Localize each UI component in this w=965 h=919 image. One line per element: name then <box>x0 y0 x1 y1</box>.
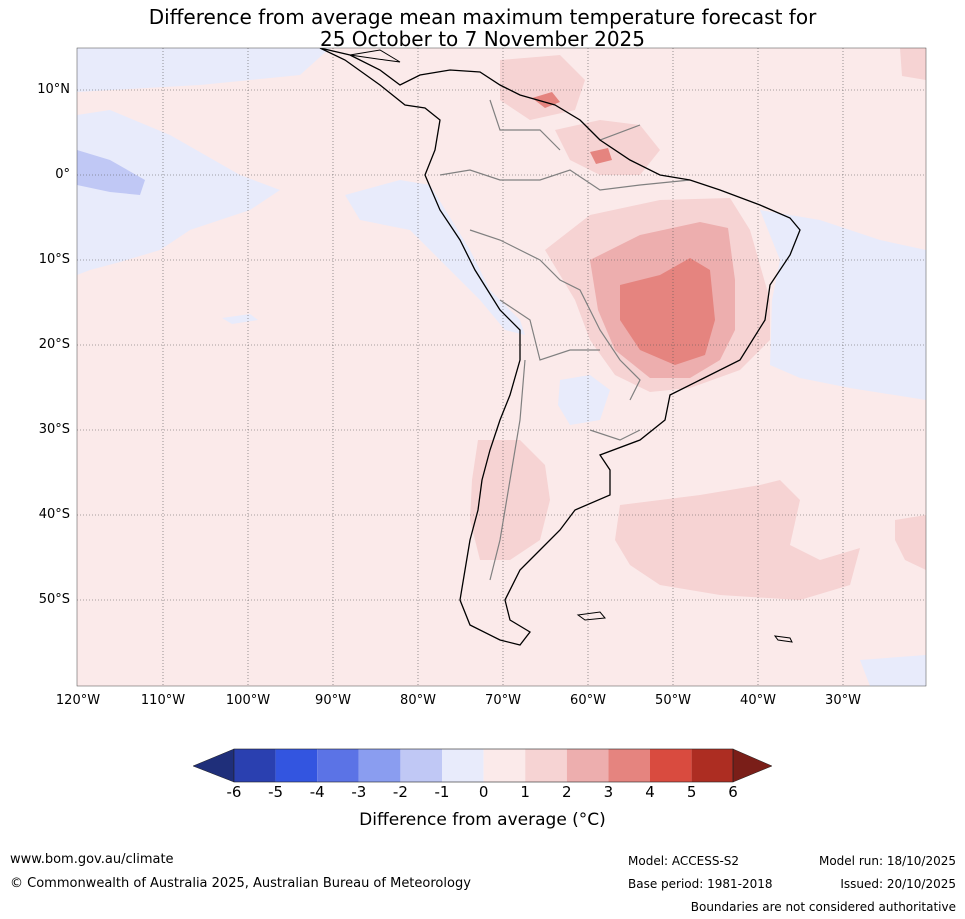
boundary-disclaimer: Boundaries are not considered authoritat… <box>690 900 956 914</box>
colorbar-tick: 4 <box>645 783 655 801</box>
colorbar <box>192 748 773 783</box>
lat-label: 30°S <box>38 422 70 437</box>
falklands <box>576 611 606 621</box>
colorbar-tick: -4 <box>309 783 325 801</box>
lat-label: 10°N <box>37 82 70 97</box>
model-run-date: Model run: 18/10/2025 <box>818 854 956 868</box>
colorbar-tick: 3 <box>603 783 614 801</box>
colorbar-high-extension <box>732 748 773 783</box>
south-america-coastline <box>319 48 801 646</box>
lon-label: 100°W <box>225 693 271 708</box>
lat-label: 50°S <box>38 592 70 607</box>
colorbar-bin <box>650 749 692 782</box>
colorbar-title: Difference from average (°C) <box>359 810 606 830</box>
colorbar-tick: 6 <box>728 783 738 801</box>
bom-url[interactable]: www.bom.gov.au/climate <box>10 852 174 867</box>
colorbar-tick: 1 <box>520 783 530 801</box>
cool-region-atlantic <box>760 210 926 400</box>
lon-label: 60°W <box>570 693 606 708</box>
colorbar-tick: -6 <box>226 783 242 801</box>
colorbar-low-extension <box>192 748 235 783</box>
copyright-notice: © Commonwealth of Australia 2025, Austra… <box>10 876 471 891</box>
model-name: Model: ACCESS-S2 <box>628 854 740 868</box>
colorbar-tick: 5 <box>686 783 697 801</box>
cool-region-south <box>860 655 926 686</box>
colorbar-tick: 2 <box>562 783 572 801</box>
warm-core-brazil-3-4 <box>620 258 715 365</box>
colorbar-bin <box>275 749 318 782</box>
colorbar-bin <box>234 749 276 782</box>
colorbar-bin <box>358 749 401 782</box>
warm-region-northeast <box>900 48 926 80</box>
colorbar-tick: -5 <box>268 783 284 801</box>
lon-label: 80°W <box>400 693 436 708</box>
map-title-line1: Difference from average mean maximum tem… <box>148 5 817 29</box>
colorbar-bin <box>483 749 526 782</box>
colorbar-tick: -1 <box>434 783 450 801</box>
lon-label: 40°W <box>740 693 776 708</box>
cool-region-argentina <box>558 375 610 425</box>
lon-label: 50°W <box>655 693 691 708</box>
lat-label: 20°S <box>38 337 70 352</box>
graticule <box>77 48 926 686</box>
lat-label: 10°S <box>38 252 70 267</box>
cool-region-pacific-core <box>77 150 145 195</box>
colorbar-tick: -2 <box>392 783 408 801</box>
lon-label: 120°W <box>55 693 101 708</box>
colorbar-bin <box>317 749 359 782</box>
colorbar-tick: 0 <box>478 783 489 801</box>
colorbar-bin <box>525 749 567 782</box>
cuba-coast <box>349 49 401 63</box>
warm-region-east <box>895 515 926 570</box>
map-frame <box>76 47 927 687</box>
colorbar-bin <box>691 749 734 782</box>
colorbar-bin <box>566 749 609 782</box>
colorbar-bin <box>400 749 442 782</box>
cool-region-equatorial-pacific <box>77 110 280 275</box>
colorbar-bin <box>442 749 484 782</box>
lon-label: 110°W <box>140 693 186 708</box>
lon-label: 30°W <box>825 693 861 708</box>
lon-label: 90°W <box>315 693 351 708</box>
lat-label: 0° <box>55 167 70 182</box>
base-period: Base period: 1981-2018 <box>628 877 773 891</box>
country-boundaries <box>439 99 691 581</box>
cool-region-peru-coast <box>345 180 525 335</box>
cool-region-east-pacific <box>77 48 330 92</box>
map-title-line2: 25 October to 7 November 2025 <box>319 27 646 51</box>
south-georgia <box>773 635 793 643</box>
cool-region-small <box>222 314 258 324</box>
warm-region-caribbean <box>500 55 585 120</box>
lat-label: 40°S <box>38 507 70 522</box>
colorbar-bin <box>608 749 650 782</box>
lon-label: 70°W <box>485 693 521 708</box>
warm-region-south-atlantic <box>615 480 860 600</box>
issued-date: Issued: 20/10/2025 <box>840 877 956 891</box>
warm-spot-guiana <box>590 148 612 164</box>
warm-region-patagonia <box>470 440 550 560</box>
colorbar-tick: -3 <box>351 783 367 801</box>
